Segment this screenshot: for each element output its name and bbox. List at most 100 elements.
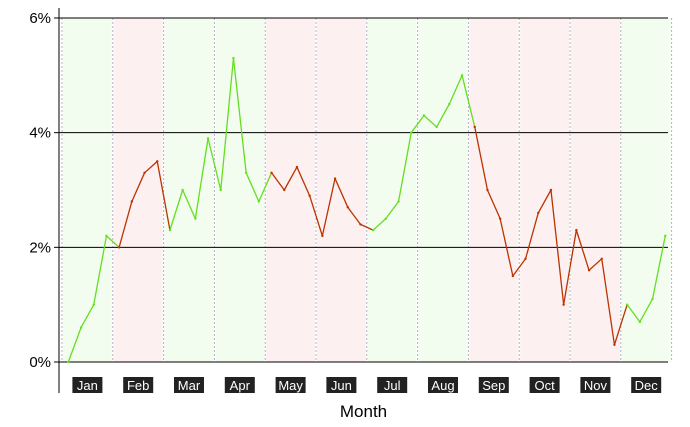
month-label-text: Apr	[230, 378, 251, 393]
month-label-oct: Oct	[529, 377, 560, 393]
month-band-oct	[520, 18, 569, 362]
line-segment	[131, 172, 146, 202]
line-segment	[550, 189, 565, 305]
line-segment	[194, 138, 209, 219]
line-segment	[347, 206, 361, 225]
data-point	[92, 303, 95, 306]
month-label-text: Aug	[431, 378, 454, 393]
data-point	[651, 297, 654, 301]
line-segment	[309, 195, 323, 237]
data-point	[346, 206, 349, 209]
month-band-jan	[63, 18, 112, 362]
month-label-bg	[529, 377, 560, 393]
data-point	[359, 223, 362, 226]
line-segment	[296, 166, 311, 196]
line-segment	[258, 172, 273, 202]
line-segment	[563, 230, 577, 305]
month-label-bg	[580, 377, 611, 393]
month-label-bg	[428, 377, 458, 393]
data-point	[460, 74, 464, 77]
line-segment	[499, 218, 514, 277]
month-label-mar: Mar	[174, 377, 204, 393]
line-segment	[512, 258, 527, 277]
month-band-aug	[418, 18, 468, 362]
line-segment	[118, 201, 133, 248]
month-label-text: Feb	[127, 378, 149, 393]
x-axis-title: Month	[340, 402, 387, 421]
data-point	[625, 303, 629, 306]
data-point	[67, 360, 70, 364]
month-dividers	[61, 18, 673, 362]
data-point	[397, 200, 400, 203]
month-band-nov	[571, 18, 620, 362]
data-point	[79, 326, 83, 329]
line-segment	[486, 189, 501, 219]
month-label-bg	[174, 377, 204, 393]
data-point	[638, 320, 642, 324]
month-label-text: Jan	[77, 378, 98, 393]
month-label-jul: Jul	[377, 377, 408, 393]
data-point	[384, 217, 388, 220]
data-point	[435, 125, 438, 129]
month-label-feb: Feb	[123, 377, 154, 393]
line-segment	[474, 126, 489, 191]
line-segment	[372, 218, 387, 231]
line-segment	[524, 212, 539, 259]
month-label-jan: Jan	[72, 377, 103, 393]
month-label-aug: Aug	[428, 377, 458, 393]
data-point	[308, 194, 311, 197]
line-segment	[448, 75, 463, 105]
month-label-jun: Jun	[326, 377, 357, 393]
data-point	[333, 177, 337, 180]
data-point	[549, 188, 553, 192]
data-point	[156, 160, 159, 163]
month-label-bg	[478, 377, 509, 393]
data-point	[448, 102, 451, 106]
line-segment	[651, 235, 666, 300]
line-segment	[537, 189, 552, 214]
month-label-dec: Dec	[631, 377, 662, 393]
line-segment	[156, 161, 171, 231]
month-label-text: Jun	[331, 378, 352, 393]
data-point	[511, 274, 515, 278]
month-label-bg	[224, 377, 255, 393]
line-segment	[245, 172, 260, 202]
line-segment	[169, 189, 184, 231]
data-point	[232, 56, 235, 60]
y-tick-labels: 0% 2% 4% 6%	[29, 10, 51, 371]
line-segment	[436, 103, 450, 128]
data-point	[206, 137, 210, 140]
line-segment	[588, 258, 603, 271]
line-segment	[423, 114, 438, 128]
line-segment	[144, 160, 158, 174]
line-segment	[575, 229, 590, 271]
data-point	[410, 131, 413, 134]
data-point	[130, 200, 134, 203]
month-label-nov: Nov	[580, 377, 611, 393]
data-point	[613, 343, 616, 346]
data-point	[537, 211, 540, 215]
data-point	[181, 188, 184, 192]
data-point	[575, 228, 578, 232]
line-segment	[385, 201, 400, 220]
data-point	[524, 257, 527, 260]
y-tick-label: 2%	[29, 239, 51, 256]
month-label-bg	[72, 377, 103, 393]
line-segment	[283, 166, 298, 191]
line-segment	[207, 138, 222, 191]
month-band-sep	[469, 18, 519, 362]
data-point	[422, 114, 426, 117]
y-tick-label: 4%	[29, 125, 51, 142]
data-point	[219, 188, 222, 192]
month-label-text: Sep	[482, 378, 505, 393]
line-segment	[67, 327, 82, 363]
data-point	[168, 228, 172, 232]
data-point	[562, 303, 565, 306]
line-segment	[220, 58, 235, 191]
data-point	[371, 228, 375, 232]
month-label-bg	[326, 377, 357, 393]
month-band-jul	[367, 18, 417, 362]
month-band-mar	[164, 18, 214, 362]
axes	[54, 8, 60, 393]
month-label-text: Jul	[384, 378, 401, 393]
